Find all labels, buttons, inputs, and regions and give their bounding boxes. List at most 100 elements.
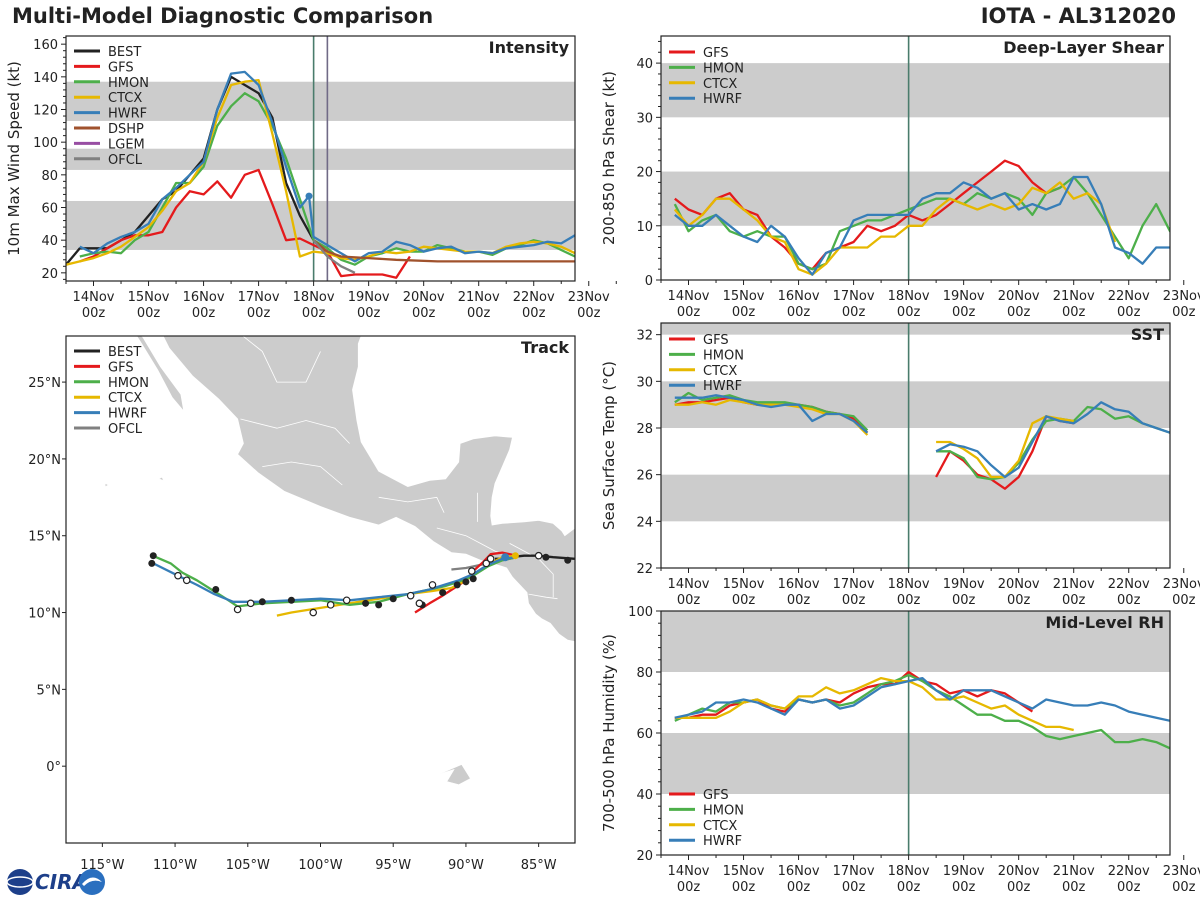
x-tick-label: 19Nov — [943, 289, 985, 304]
legend-label-gfs: GFS — [108, 360, 134, 375]
legend-label-hmon: HMON — [108, 376, 149, 391]
x-tick-label: 17Nov — [833, 864, 875, 879]
chart-rh: 14Nov00z15Nov00z16Nov00z17Nov00z18Nov00z… — [600, 605, 1200, 895]
y-tick-label: 40 — [636, 57, 653, 72]
series-line-gfs — [674, 670, 1034, 719]
x-tick-label: 00z — [842, 305, 866, 320]
x-tick-label: 17Nov — [833, 289, 875, 304]
x-tick-label: 00z — [1172, 880, 1196, 895]
x-tick-label: 00z — [1172, 593, 1196, 608]
x-tick-label: 00z — [732, 305, 756, 320]
track-marker-filled — [469, 575, 477, 583]
land-mexico-central-america — [136, 336, 575, 643]
legend-label-lgem: LGEM — [108, 137, 145, 152]
panel-title: Deep-Layer Shear — [1003, 38, 1164, 57]
tracks-group — [148, 551, 575, 617]
series-line-hwrf — [674, 175, 1170, 276]
track-marker-hollow — [486, 554, 495, 563]
y-tick-label: 10 — [636, 220, 653, 235]
series-line-hwrf — [674, 676, 1170, 723]
track-marker-hollow — [174, 571, 182, 580]
x-tick-label: 00z — [1062, 593, 1086, 608]
series-group — [66, 70, 575, 279]
x-tick-label: 15Nov — [128, 290, 170, 305]
y-tick-label: 5°N — [37, 683, 62, 698]
series-line-gfs — [79, 168, 411, 279]
y-axis-label: 700-500 hPa Humidity (%) — [600, 634, 618, 832]
x-tick-label: 90°W — [448, 858, 484, 873]
legend-label-hmon: HMON — [703, 803, 744, 818]
legend-label-hwrf: HWRF — [703, 379, 742, 394]
x-tick-label: 18Nov — [888, 577, 930, 592]
track-marker-hollow — [467, 567, 476, 575]
y-tick-label: 25°N — [28, 376, 61, 391]
x-tick-label: 85°W — [521, 858, 557, 873]
x-tick-label: 15Nov — [723, 289, 765, 304]
y-tick-label: 20 — [636, 166, 653, 181]
threshold-band — [66, 200, 575, 250]
x-tick-label: 23Nov — [1163, 289, 1200, 304]
x-tick-label: 22Nov — [1108, 289, 1150, 304]
track-marker-filled — [564, 556, 572, 564]
series-line-ctcx — [674, 676, 1074, 732]
legend-label-hwrf: HWRF — [108, 107, 147, 122]
series-line-hmon — [79, 92, 575, 266]
x-tick-label: 00z — [677, 593, 701, 608]
initial-position-marker — [501, 553, 510, 562]
x-tick-label: 23Nov — [1163, 577, 1200, 592]
x-tick-label: 14Nov — [668, 289, 710, 304]
x-tick-label: 00z — [787, 305, 811, 320]
plot-frame — [65, 35, 576, 282]
plot-frame — [65, 335, 576, 844]
y-tick-label: 32 — [636, 329, 653, 344]
x-tick-label: 19Nov — [348, 290, 390, 305]
x-tick-label: 00z — [1117, 880, 1141, 895]
figure-title: Multi-Model Diagnostic Comparison — [12, 4, 434, 28]
x-tick-label: 20Nov — [403, 290, 445, 305]
track-marker-hollow — [326, 601, 335, 609]
legend-label-gfs: GFS — [703, 788, 729, 803]
track-marker-hollow — [406, 591, 415, 600]
x-tick-label: 21Nov — [1053, 577, 1095, 592]
state-border — [262, 461, 343, 486]
y-tick-label: 15°N — [28, 530, 61, 545]
x-tick-label: 00z — [952, 880, 976, 895]
x-tick-label: 21Nov — [1053, 864, 1095, 879]
x-tick-label: 00z — [1007, 305, 1031, 320]
legend-label-ctcx: CTCX — [108, 391, 142, 406]
land-island — [439, 764, 471, 785]
x-tick-label: 19Nov — [943, 577, 985, 592]
x-tick-label: 00z — [732, 593, 756, 608]
y-tick-label: 20 — [41, 267, 58, 282]
threshold-band — [661, 381, 1170, 428]
panel-title: Intensity — [489, 38, 570, 57]
threshold-band — [66, 148, 575, 170]
swirl-icon — [79, 869, 105, 895]
x-tick-label: 18Nov — [888, 864, 930, 879]
x-tick-label: 00z — [897, 305, 921, 320]
track-marker-hollow — [246, 599, 255, 608]
x-tick-label: 00z — [787, 593, 811, 608]
x-tick-label: 23Nov — [1163, 864, 1200, 879]
x-tick-label: 20Nov — [998, 864, 1040, 879]
globe-icon — [7, 869, 33, 895]
x-tick-label: 18Nov — [293, 290, 335, 305]
series-line-ofcl — [312, 239, 356, 274]
legend-label-gfs: GFS — [108, 60, 134, 75]
threshold-band — [661, 733, 1170, 794]
x-tick-label: 00z — [787, 880, 811, 895]
x-tick-label: 20Nov — [998, 577, 1040, 592]
x-tick-label: 00z — [1117, 593, 1141, 608]
y-tick-label: 60 — [636, 727, 653, 742]
y-tick-label: 20 — [636, 849, 653, 864]
state-border — [240, 418, 350, 444]
chart-shear: 14Nov00z15Nov00z16Nov00z17Nov00z18Nov00z… — [600, 35, 1200, 320]
legend-label-gfs: GFS — [703, 333, 729, 348]
y-tick-label: 26 — [636, 469, 653, 484]
x-tick-label: 00z — [842, 880, 866, 895]
